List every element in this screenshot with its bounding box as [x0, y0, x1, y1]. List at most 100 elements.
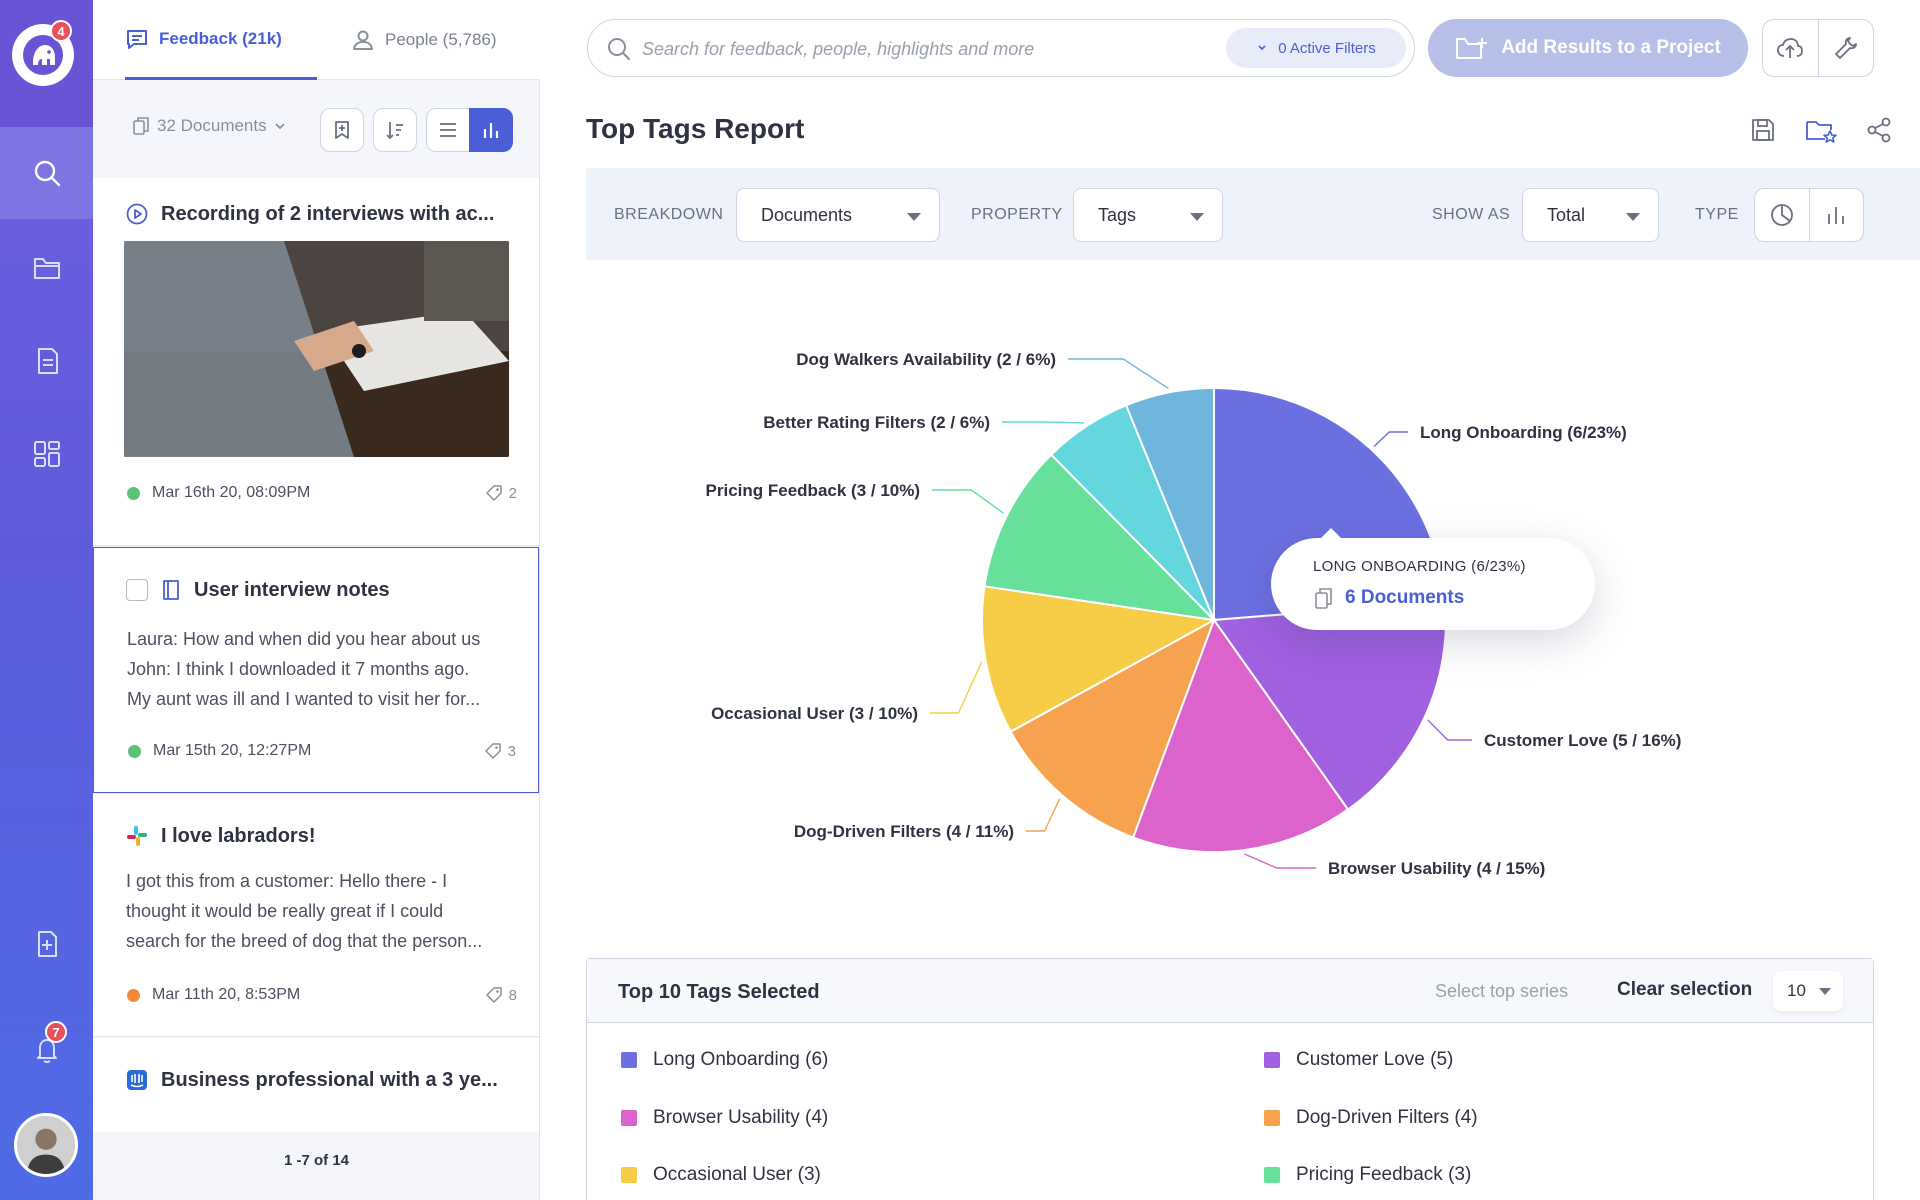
search-input[interactable]: Search for feedback, people, highlights …	[642, 39, 1035, 59]
person-icon	[353, 30, 373, 50]
pie-slice[interactable]	[1009, 617, 1216, 839]
recording-thumbnail[interactable]	[124, 241, 509, 457]
legend-label: Pricing Feedback (3)	[1296, 1164, 1472, 1185]
notifications-badge: 7	[45, 1021, 67, 1043]
slice-leader-line	[932, 489, 1004, 514]
feed-card[interactable]: I love labradors! I got this from a cust…	[93, 794, 539, 1037]
tab-feedback[interactable]: Feedback (21k)	[125, 0, 317, 80]
card-title: I love labradors!	[125, 824, 316, 848]
excerpt-line: My aunt was ill and I wanted to visit he…	[127, 689, 481, 709]
card-title-text: Business professional with a 3 ye...	[161, 1068, 498, 1091]
bar-type-button[interactable]	[1808, 189, 1864, 241]
folder-star-icon[interactable]	[1805, 116, 1837, 144]
nav-search[interactable]	[0, 127, 93, 219]
search-icon	[34, 160, 60, 187]
series-count-select[interactable]: 10	[1773, 971, 1843, 1011]
excerpt-line: John: I think I downloaded it 7 months a…	[127, 659, 470, 679]
card-checkbox[interactable]	[126, 579, 148, 601]
upload-button[interactable]	[1763, 20, 1818, 76]
pie-type-button[interactable]	[1755, 189, 1809, 241]
active-filters-button[interactable]: 0 Active Filters	[1226, 28, 1406, 68]
slice-leader-line	[1373, 431, 1408, 448]
documents-select-label: 32 Documents	[157, 116, 267, 135]
feed-toolbar: 32 Documents	[93, 80, 540, 178]
feed-card[interactable]: Recording of 2 interviews with ac... Mar…	[93, 178, 539, 546]
pie-slice[interactable]	[1131, 617, 1350, 853]
elephant-logo-icon	[23, 35, 63, 75]
legend-swatch	[621, 1052, 637, 1068]
feed-card[interactable]: Business professional with a 3 ye...	[93, 1038, 539, 1132]
folder-icon	[33, 258, 60, 279]
nav-dashboards[interactable]	[0, 408, 93, 500]
pie-slice[interactable]	[981, 585, 1218, 733]
sort-button[interactable]	[373, 108, 417, 152]
pie-slice[interactable]	[1124, 386, 1215, 621]
tag-count: 3	[484, 742, 516, 760]
clear-selection-button[interactable]: Clear selection	[1617, 979, 1753, 1000]
chart-tooltip: LONG ONBOARDING (6/23%) 6 Documents	[1271, 528, 1595, 630]
play-circle-icon	[126, 203, 148, 225]
search-bar[interactable]: Search for feedback, people, highlights …	[587, 19, 1415, 77]
show-as-select[interactable]: Total	[1522, 188, 1659, 242]
tab-people[interactable]: People (5,786)	[351, 0, 497, 80]
message-icon	[127, 29, 147, 49]
save-icon[interactable]	[1749, 116, 1777, 144]
legend-label: Dog-Driven Filters (4)	[1296, 1107, 1478, 1128]
caret-down-icon	[1190, 213, 1204, 221]
wrench-icon	[1834, 37, 1857, 59]
card-title-text: I love labradors!	[161, 824, 316, 847]
bookmark-button[interactable]	[320, 108, 364, 152]
legend-item[interactable]: Dog-Driven Filters (4)	[1264, 1107, 1478, 1129]
legend-item[interactable]: Customer Love (5)	[1264, 1049, 1453, 1071]
select-top-series-button[interactable]: Select top series	[1435, 981, 1569, 1001]
slice-label: Better Rating Filters (2 / 6%)	[763, 413, 990, 432]
slice-leader-line	[1026, 798, 1061, 832]
chart-view-button[interactable]	[469, 108, 513, 152]
slice-label: Dog-Driven Filters (4 / 11%)	[794, 822, 1014, 841]
main-content: Search for feedback, people, highlights …	[540, 0, 1920, 1200]
tooltip-title: LONG ONBOARDING (6/23%)	[1313, 558, 1526, 575]
slice-leader-line	[1427, 719, 1472, 741]
share-icon[interactable]	[1865, 116, 1893, 144]
list-view-button[interactable]	[426, 108, 470, 152]
nav-projects[interactable]	[0, 222, 93, 314]
excerpt-line: search for the breed of dog that the per…	[126, 931, 483, 951]
nav-notifications[interactable]	[0, 1004, 93, 1096]
pie-slice[interactable]	[983, 453, 1217, 622]
legend-header: Top 10 Tags Selected Select top series C…	[587, 959, 1873, 1023]
slice-label: Long Onboarding (6/23%)	[1420, 423, 1627, 442]
feed-card[interactable]: User interview notes Laura: How and when…	[93, 547, 539, 793]
legend-item[interactable]: Long Onboarding (6)	[621, 1049, 828, 1071]
pagination: 1 -7 of 14	[283, 1152, 350, 1169]
chart-type-toggle	[1754, 188, 1864, 242]
search-icon	[608, 38, 630, 60]
nav-add-document[interactable]	[0, 898, 93, 990]
add-results-button[interactable]: Add Results to a Project	[1428, 19, 1748, 77]
tooltip-value[interactable]: 6 Documents	[1313, 586, 1464, 610]
legend-swatch	[621, 1110, 637, 1126]
status-dot	[127, 988, 140, 1002]
feed-tabs: Feedback (21k) People (5,786)	[93, 0, 540, 80]
header-actions	[1762, 19, 1874, 77]
tag-count-value: 3	[507, 742, 516, 760]
slice-label: Customer Love (5 / 16%)	[1484, 731, 1681, 750]
card-title: Recording of 2 interviews with ac...	[125, 202, 494, 226]
slice-label: Browser Usability (4 / 15%)	[1328, 859, 1545, 878]
pie-chart-icon	[1770, 204, 1793, 226]
slice-leader-line	[1244, 853, 1316, 869]
breakdown-select[interactable]: Documents	[736, 188, 940, 242]
property-select[interactable]: Tags	[1073, 188, 1223, 242]
user-avatar[interactable]	[14, 1113, 78, 1177]
settings-button[interactable]	[1817, 20, 1874, 76]
documents-select[interactable]: 32 Documents	[131, 116, 287, 136]
nav-documents[interactable]	[0, 315, 93, 407]
legend-swatch	[621, 1167, 637, 1183]
card-title-text: Recording of 2 interviews with ac...	[161, 202, 495, 225]
legend-label: Customer Love (5)	[1296, 1049, 1454, 1070]
legend-item[interactable]: Occasional User (3)	[621, 1164, 821, 1186]
legend-panel: Top 10 Tags Selected Select top series C…	[586, 958, 1874, 1200]
legend-item[interactable]: Pricing Feedback (3)	[1264, 1164, 1471, 1186]
documents-icon	[1315, 588, 1332, 609]
document-icon	[37, 348, 58, 374]
legend-item[interactable]: Browser Usability (4)	[621, 1107, 828, 1129]
